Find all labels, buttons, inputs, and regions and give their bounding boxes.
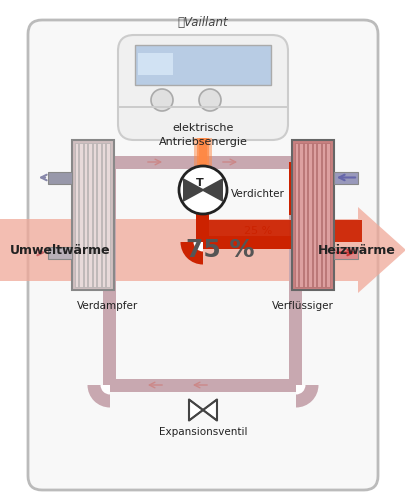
Wedge shape bbox=[295, 242, 318, 264]
Bar bbox=[72, 140, 114, 290]
Wedge shape bbox=[295, 385, 305, 394]
Text: 75 %: 75 % bbox=[185, 238, 254, 262]
Text: Verdampfer: Verdampfer bbox=[77, 301, 138, 311]
Wedge shape bbox=[295, 242, 305, 252]
Wedge shape bbox=[87, 385, 110, 407]
Bar bbox=[79, 143, 83, 287]
Bar bbox=[333, 172, 357, 183]
Text: Verdichter: Verdichter bbox=[230, 189, 284, 199]
Polygon shape bbox=[202, 400, 216, 420]
Bar bbox=[103, 162, 116, 385]
Circle shape bbox=[179, 166, 226, 214]
Bar bbox=[48, 172, 72, 183]
Bar bbox=[209, 220, 362, 242]
Bar bbox=[321, 143, 325, 287]
Bar bbox=[196, 138, 209, 166]
Wedge shape bbox=[100, 385, 110, 394]
Bar bbox=[289, 162, 302, 215]
Bar bbox=[97, 143, 101, 287]
Bar bbox=[138, 53, 173, 75]
Polygon shape bbox=[183, 178, 205, 202]
Bar bbox=[0, 219, 357, 281]
Bar bbox=[106, 143, 110, 287]
Bar bbox=[312, 143, 316, 287]
Bar bbox=[75, 143, 78, 287]
Bar bbox=[194, 138, 211, 166]
Bar bbox=[333, 246, 357, 258]
Bar bbox=[135, 45, 270, 85]
Bar bbox=[202, 236, 295, 248]
Bar bbox=[110, 156, 295, 168]
Bar bbox=[102, 143, 105, 287]
Bar bbox=[198, 138, 207, 166]
Bar bbox=[88, 143, 92, 287]
Polygon shape bbox=[200, 178, 222, 202]
Bar bbox=[93, 143, 96, 287]
Bar bbox=[110, 378, 295, 392]
Wedge shape bbox=[87, 140, 110, 162]
Bar bbox=[48, 246, 72, 258]
FancyBboxPatch shape bbox=[118, 35, 287, 140]
Bar bbox=[291, 140, 333, 290]
FancyBboxPatch shape bbox=[28, 20, 377, 490]
Text: Umweltwärme: Umweltwärme bbox=[10, 244, 110, 256]
Text: Verflüssiger: Verflüssiger bbox=[271, 301, 333, 311]
Polygon shape bbox=[357, 207, 405, 293]
Bar bbox=[118, 106, 287, 108]
Bar bbox=[294, 143, 298, 287]
Bar bbox=[317, 143, 320, 287]
Bar bbox=[303, 143, 307, 287]
Wedge shape bbox=[295, 152, 305, 162]
Text: T: T bbox=[196, 178, 203, 188]
Text: 25 %: 25 % bbox=[243, 226, 271, 236]
Bar bbox=[308, 143, 311, 287]
Bar bbox=[84, 143, 87, 287]
Text: Heizwärme: Heizwärme bbox=[318, 244, 395, 256]
Bar bbox=[196, 214, 209, 242]
Bar bbox=[289, 215, 302, 385]
Text: ⓥVaillant: ⓥVaillant bbox=[177, 16, 228, 28]
Text: Expansionsventil: Expansionsventil bbox=[158, 427, 247, 437]
Wedge shape bbox=[100, 152, 110, 162]
Bar bbox=[326, 143, 329, 287]
Bar bbox=[299, 143, 302, 287]
Circle shape bbox=[198, 89, 220, 111]
Wedge shape bbox=[295, 385, 318, 407]
Polygon shape bbox=[189, 400, 202, 420]
Wedge shape bbox=[180, 242, 202, 264]
Wedge shape bbox=[295, 140, 318, 162]
Circle shape bbox=[151, 89, 173, 111]
Wedge shape bbox=[193, 242, 202, 252]
Text: elektrische
Antriebsenergie: elektrische Antriebsenergie bbox=[158, 124, 247, 146]
